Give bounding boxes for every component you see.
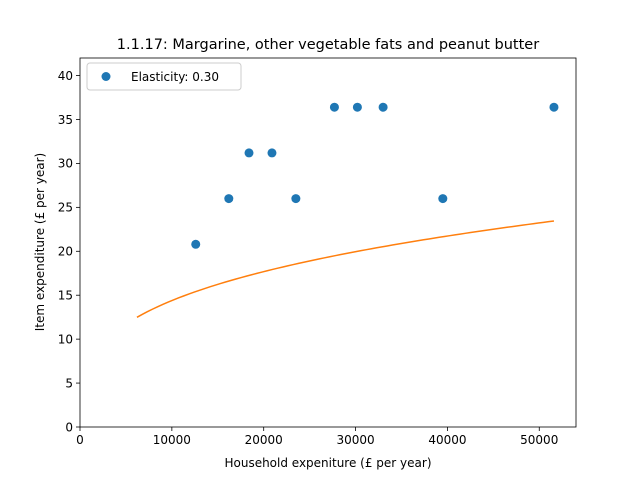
- data-point: [352, 102, 362, 112]
- data-point: [244, 148, 254, 158]
- y-tick-label: 10: [58, 332, 73, 346]
- data-point: [291, 194, 301, 204]
- x-tick-label: 30000: [336, 433, 374, 447]
- chart-title: 1.1.17: Margarine, other vegetable fats …: [117, 37, 539, 53]
- y-tick-label: 30: [58, 157, 73, 171]
- legend-marker: [101, 72, 111, 81]
- data-point: [378, 102, 388, 112]
- data-point: [549, 102, 559, 112]
- x-tick-label: 50000: [520, 433, 558, 447]
- y-tick-label: 35: [58, 113, 73, 127]
- data-point: [267, 148, 277, 158]
- legend: Elasticity: 0.30: [86, 62, 242, 91]
- y-tick-label: 0: [65, 420, 73, 434]
- y-tick-label: 15: [58, 289, 73, 303]
- data-point: [191, 239, 201, 249]
- x-tick-label: 10000: [153, 433, 191, 447]
- y-tick-label: 25: [58, 201, 73, 215]
- x-tick-label: 0: [76, 433, 84, 447]
- x-tick-label: 40000: [428, 433, 466, 447]
- legend-label: Elasticity: 0.30: [131, 70, 219, 84]
- data-point: [438, 194, 448, 204]
- data-point: [329, 102, 339, 112]
- axes-frame: [79, 57, 577, 428]
- y-tick-label: 20: [58, 245, 73, 259]
- y-tick-label: 40: [58, 69, 73, 83]
- legend-box: [86, 62, 242, 91]
- y-axis-label: Item expenditure (£ per year): [33, 153, 47, 331]
- y-tick-label: 5: [65, 376, 73, 390]
- x-tick-label: 20000: [245, 433, 283, 447]
- x-axis-label: Household expeniture (£ per year): [224, 456, 431, 470]
- data-point: [224, 194, 234, 204]
- fit-curve: [136, 220, 555, 318]
- plot-area: 0 10000 20000 30000 40000 50000 0 5 10 15 20 25 30 35…: [58, 57, 577, 447]
